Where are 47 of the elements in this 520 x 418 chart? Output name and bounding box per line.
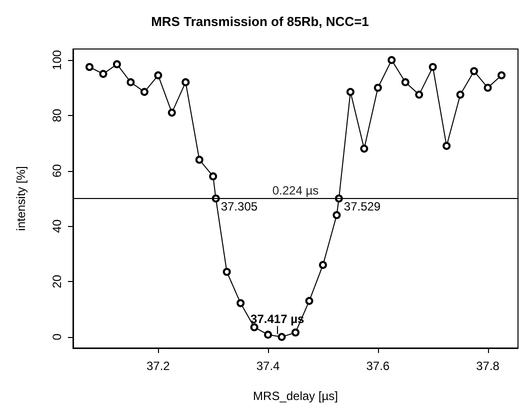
y-tick-label: 80	[50, 108, 64, 122]
annotation: 37.305	[220, 200, 258, 214]
point	[415, 90, 424, 99]
point	[182, 78, 190, 86]
point	[264, 330, 272, 339]
point	[318, 260, 327, 269]
point	[442, 142, 451, 150]
chart-title: MRS Transmission of 85Rb, NCC=1	[151, 14, 369, 29]
point	[428, 62, 437, 71]
y-tick-label: 20	[50, 274, 64, 288]
point	[99, 70, 108, 78]
point	[140, 88, 148, 96]
point	[222, 268, 231, 276]
point	[168, 108, 176, 117]
y-axis-title: intensity [%]	[14, 166, 28, 231]
point	[85, 62, 94, 71]
point	[305, 296, 314, 305]
y-tick-label: 100	[50, 50, 64, 70]
point	[250, 323, 258, 332]
x-tick-label: 37.6	[366, 359, 390, 373]
point	[498, 71, 506, 80]
x-tick-label: 37.8	[476, 359, 500, 373]
point	[154, 71, 162, 80]
point	[470, 67, 478, 76]
point	[195, 156, 204, 164]
x-tick-label: 37.2	[146, 359, 170, 373]
point	[112, 60, 121, 68]
y-tick-label: 0	[50, 333, 64, 340]
point	[126, 78, 135, 86]
point	[332, 211, 341, 220]
point	[401, 78, 410, 86]
point	[346, 88, 354, 96]
point	[278, 332, 286, 341]
point	[360, 144, 368, 153]
x-tick-label: 37.4	[256, 359, 280, 373]
y-tick-label: 40	[50, 219, 64, 233]
point	[292, 328, 300, 336]
point	[209, 172, 218, 180]
point	[236, 299, 245, 308]
point	[388, 56, 396, 64]
ref-line-label: 0.224 µs	[272, 184, 319, 198]
point	[374, 84, 382, 92]
annotation: 37.529	[344, 200, 381, 214]
y-tick-label: 60	[50, 164, 64, 178]
x-axis-title: MRS_delay [µs]	[253, 389, 338, 403]
point	[484, 84, 492, 92]
point	[456, 90, 464, 99]
